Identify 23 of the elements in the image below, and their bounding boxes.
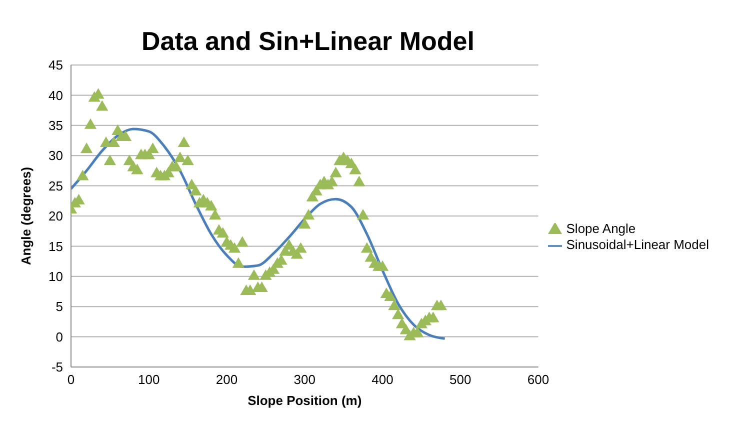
chart-title: Data and Sin+Linear Model — [140, 25, 476, 57]
x-tick-label: 600 — [527, 372, 550, 388]
x-tick-label: 500 — [450, 372, 472, 388]
x-axis-title: Slope Position (m) — [248, 393, 362, 408]
y-tick-label: -5 — [51, 360, 63, 375]
y-tick-label: 10 — [48, 269, 63, 284]
y-axis-title: Angle (degrees) — [18, 166, 34, 266]
legend-label: Slope Angle — [566, 221, 636, 236]
y-tick-label: 35 — [48, 118, 63, 134]
y-tick-label: 20 — [48, 208, 63, 224]
x-tick-label: 100 — [138, 372, 160, 388]
x-tick-label: 400 — [372, 372, 394, 388]
legend-label: Sinusoidal+Linear Model — [566, 237, 709, 252]
x-tick-label: 200 — [216, 372, 238, 388]
y-tick-label: 30 — [48, 148, 63, 164]
y-tick-label: 15 — [48, 238, 63, 254]
x-tick-label: 0 — [67, 372, 75, 388]
y-tick-label: 40 — [48, 88, 63, 103]
y-tick-label: 45 — [48, 58, 63, 73]
y-tick-label: 0 — [56, 329, 63, 344]
y-tick-label: 5 — [56, 299, 63, 314]
x-tick-label: 300 — [294, 372, 316, 388]
y-tick-label: 25 — [48, 178, 63, 194]
